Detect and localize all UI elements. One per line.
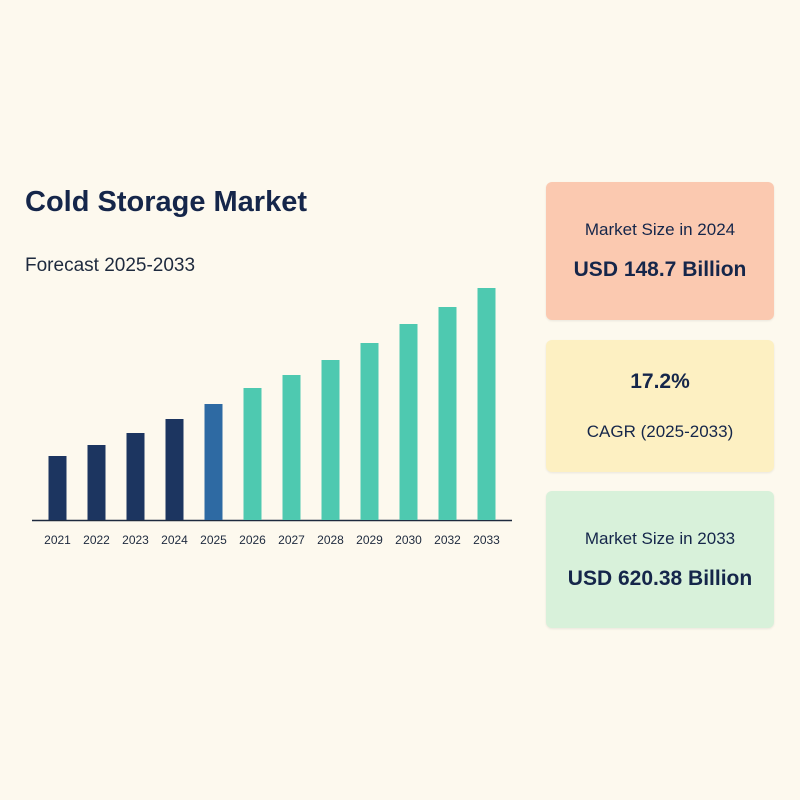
- x-tick-label: 2028: [317, 533, 344, 547]
- x-tick-label: 2030: [395, 533, 422, 547]
- chart: 2021 2022 2023 2024 2025 2026 2027 2028 2029 2030…: [32, 288, 512, 547]
- card-value: USD 148.7 Billion: [573, 258, 747, 281]
- bar: [87, 445, 106, 520]
- chart-subtitle: Forecast 2025-2033: [25, 255, 196, 276]
- x-tick-label: 2032: [434, 533, 461, 547]
- x-tick-label: 2027: [278, 533, 305, 547]
- x-tick-label: 2024: [161, 533, 188, 547]
- card-label: Market Size in 2024: [584, 220, 736, 239]
- card-value: 17.2%: [630, 370, 690, 393]
- x-tick-label: 2022: [83, 533, 110, 547]
- bar: [438, 307, 457, 520]
- bar: [477, 288, 496, 520]
- stat-card: 17.2% CAGR (2025-2033): [546, 340, 774, 472]
- chart-title: Cold Storage Market: [25, 186, 307, 218]
- card-label: CAGR (2025-2033): [586, 422, 734, 441]
- bar: [282, 375, 301, 520]
- bar: [360, 343, 379, 520]
- bar: [243, 388, 262, 520]
- x-tick-label: 2025: [200, 533, 227, 547]
- x-tick-label: 2026: [239, 533, 266, 547]
- bar: [48, 456, 67, 520]
- bar: [126, 433, 145, 520]
- bar: [321, 360, 340, 520]
- card-label: Market Size in 2033: [584, 528, 736, 548]
- card-value: USD 620.38 Billion: [567, 566, 753, 590]
- bar: [165, 419, 184, 520]
- stat-card: Market Size in 2033 USD 620.38 Billion: [546, 491, 774, 628]
- x-tick-label: 2029: [356, 533, 383, 547]
- bar: [399, 324, 418, 520]
- bar: [204, 404, 223, 520]
- x-tick-label: 2021: [44, 533, 71, 547]
- x-tick-label: 2023: [122, 533, 149, 547]
- stat-card: Market Size in 2024 USD 148.7 Billion: [546, 182, 774, 320]
- x-tick-label: 2033: [473, 533, 500, 547]
